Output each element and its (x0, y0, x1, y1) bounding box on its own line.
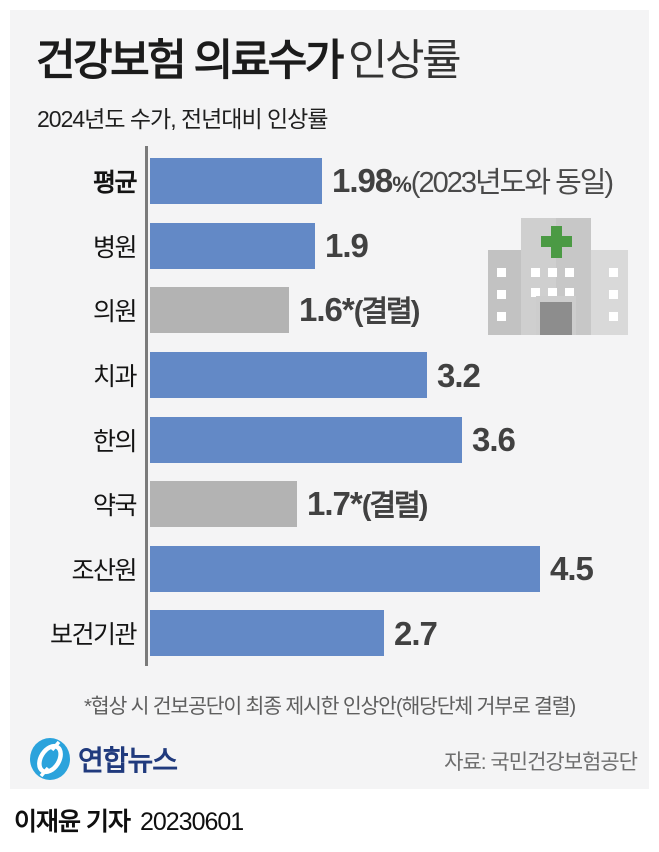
value-label: 1.98%(2023년도와 동일) (332, 162, 614, 200)
yonhap-logo-icon (28, 736, 72, 782)
chart-rows: 평균 1.98%(2023년도와 동일) 병원 1.9 의원 1.6*(결렬) 치과 3.2 한… (10, 149, 649, 666)
byline: 이재윤 기자 20230601 (14, 802, 244, 838)
value-note: (결렬) (353, 296, 421, 329)
category-label: 약국 (92, 492, 138, 521)
value-number: 2.7 (394, 614, 438, 652)
bar-병원 (150, 222, 315, 269)
title-strong: 건강보험 의료수가 (36, 37, 344, 85)
bar-의원 (150, 287, 289, 334)
value-label: 1.7*(결렬) (307, 485, 429, 523)
bar-track: 3.2 (136, 352, 649, 399)
bar-track: 2.7 (136, 610, 649, 657)
chart-row-의원: 의원 1.6*(결렬) (10, 278, 649, 343)
bar-치과 (150, 352, 427, 399)
value-label: 3.2 (437, 356, 481, 394)
hospital-icon (488, 218, 628, 336)
reporter-name: 이재윤 기자 (14, 808, 131, 836)
bar-track: 1.9 (136, 222, 649, 269)
yonhap-logo: 연합뉴스 (28, 736, 178, 782)
value-note: (2023년도와 동일) (410, 167, 614, 200)
footnote: *협상 시 건보공단이 최종 제시한 인상안(해당단체 거부로 결렬) (84, 695, 576, 718)
chart-subtitle: 2024년도 수가, 전년대비 인상률 (37, 106, 328, 132)
chart-row-보건기관: 보건기관 2.7 (10, 601, 649, 666)
value-number: 1.98 (332, 162, 393, 200)
title-light: 인상률 (347, 37, 462, 85)
category-label: 치과 (92, 363, 138, 392)
bar-track: 3.6 (136, 416, 649, 463)
bar-한의 (150, 416, 462, 463)
chart-axis-line (145, 146, 148, 666)
value-number: 3.2 (437, 356, 481, 394)
value-label: 1.9 (325, 227, 369, 265)
chart-row-병원: 병원 1.9 (10, 214, 649, 279)
yonhap-logo-text: 연합뉴스 (78, 745, 178, 776)
value-label: 2.7 (394, 614, 438, 652)
chart-row-치과: 치과 3.2 (10, 343, 649, 408)
chart-row-조산원: 조산원 4.5 (10, 537, 649, 602)
bar-track: 4.5 (136, 545, 649, 592)
category-label: 평균 (92, 169, 138, 198)
page-title: 건강보험 의료수가 인상률 (36, 26, 462, 88)
bar-약국 (150, 481, 297, 528)
category-label: 한의 (92, 427, 138, 456)
chart-row-한의: 한의 3.6 (10, 407, 649, 472)
bar-track: 1.98%(2023년도와 동일) (136, 158, 649, 205)
value-unit: % (392, 172, 412, 198)
value-number: 4.5 (550, 550, 594, 588)
chart-row-약국: 약국 1.7*(결렬) (10, 472, 649, 537)
value-label: 1.6*(결렬) (299, 291, 421, 329)
category-label: 의원 (92, 298, 138, 327)
bar-보건기관 (150, 610, 384, 657)
chart-row-평균: 평균 1.98%(2023년도와 동일) (10, 149, 649, 214)
category-label: 병원 (92, 233, 138, 262)
category-label: 보건기관 (49, 621, 138, 650)
byline-date: 20230601 (139, 808, 244, 836)
value-note: (결렬) (361, 490, 429, 523)
bar-평균 (150, 158, 322, 205)
value-number: 1.9 (325, 227, 369, 265)
value-number: 3.6 (472, 421, 516, 459)
bar-조산원 (150, 545, 540, 592)
value-label: 4.5 (550, 550, 594, 588)
bar-track: 1.6*(결렬) (136, 287, 649, 334)
value-number: 1.7* (307, 485, 363, 523)
source-credit: 자료: 국민건강보험공단 (444, 751, 638, 774)
value-number: 1.6* (299, 291, 355, 329)
bar-track: 1.7*(결렬) (136, 481, 649, 528)
infographic-panel: 건강보험 의료수가 인상률 2024년도 수가, 전년대비 인상률 평균 1.98%… (10, 10, 649, 789)
category-label: 조산원 (71, 556, 137, 585)
value-label: 3.6 (472, 421, 516, 459)
